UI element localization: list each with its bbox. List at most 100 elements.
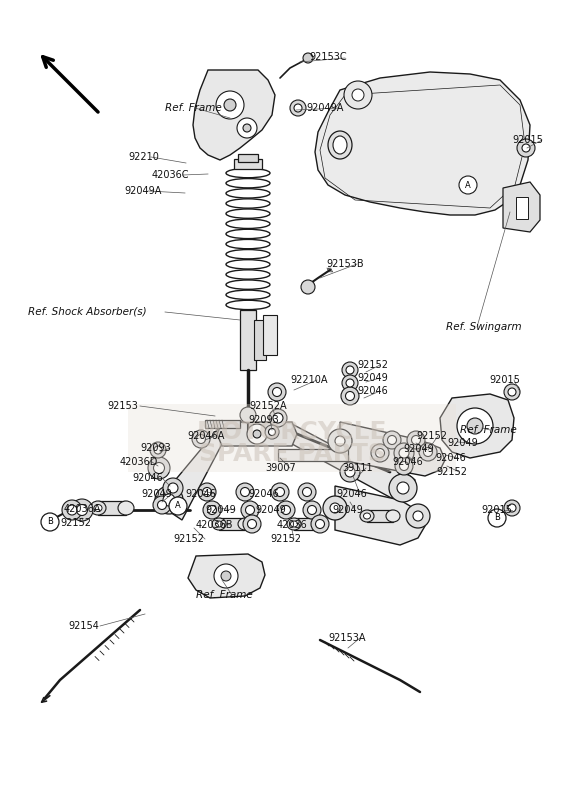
Text: 92049: 92049: [205, 505, 236, 515]
Bar: [219, 518, 245, 530]
Circle shape: [154, 462, 165, 474]
Bar: [128, 404, 456, 472]
Circle shape: [271, 483, 289, 501]
Circle shape: [237, 118, 257, 138]
Text: Ref. Shock Absorber(s): Ref. Shock Absorber(s): [28, 307, 147, 317]
Text: 92152: 92152: [270, 534, 301, 544]
Circle shape: [517, 139, 535, 157]
Circle shape: [303, 487, 311, 497]
Ellipse shape: [118, 501, 134, 515]
Text: Ref. Frame: Ref. Frame: [196, 590, 253, 600]
Circle shape: [163, 478, 183, 498]
Circle shape: [62, 500, 82, 520]
Circle shape: [383, 431, 401, 449]
Text: 92154: 92154: [68, 621, 99, 631]
Circle shape: [311, 515, 329, 533]
Bar: [278, 449, 348, 461]
Text: 92153B: 92153B: [326, 259, 364, 269]
Circle shape: [315, 519, 325, 529]
Text: 92152: 92152: [416, 431, 447, 441]
Text: 92152: 92152: [60, 518, 91, 528]
Circle shape: [389, 474, 417, 502]
Circle shape: [508, 504, 516, 512]
Text: 92046: 92046: [435, 453, 466, 463]
Text: 92210A: 92210A: [290, 375, 328, 385]
Text: 39007: 39007: [265, 463, 296, 473]
Ellipse shape: [90, 501, 106, 515]
Circle shape: [376, 449, 384, 458]
Circle shape: [467, 418, 483, 434]
Bar: [204, 420, 239, 428]
Text: 92210: 92210: [128, 152, 159, 162]
Circle shape: [273, 387, 281, 397]
Text: 92049: 92049: [255, 505, 286, 515]
Text: 92046: 92046: [357, 386, 388, 396]
Bar: [367, 510, 393, 522]
Polygon shape: [315, 72, 530, 215]
Circle shape: [247, 424, 267, 444]
Circle shape: [71, 499, 93, 521]
Bar: [516, 197, 528, 219]
Bar: [238, 154, 258, 162]
Circle shape: [281, 506, 290, 514]
Circle shape: [169, 497, 187, 515]
Circle shape: [158, 501, 166, 510]
Circle shape: [153, 496, 171, 514]
Circle shape: [243, 124, 251, 132]
Circle shape: [330, 503, 340, 513]
Circle shape: [221, 571, 231, 581]
Circle shape: [154, 446, 162, 454]
Circle shape: [236, 483, 254, 501]
Polygon shape: [217, 422, 297, 446]
Text: 92153A: 92153A: [328, 633, 366, 643]
Circle shape: [207, 506, 217, 514]
Circle shape: [346, 391, 354, 401]
Circle shape: [423, 447, 433, 457]
Circle shape: [216, 91, 244, 119]
Ellipse shape: [333, 136, 347, 154]
Circle shape: [196, 434, 206, 443]
Text: 92049: 92049: [447, 438, 478, 448]
Text: A: A: [465, 181, 471, 190]
Text: A: A: [175, 502, 181, 510]
Circle shape: [269, 409, 287, 427]
Text: 42036: 42036: [277, 520, 308, 530]
Circle shape: [277, 501, 295, 519]
Circle shape: [148, 457, 170, 479]
Text: 92046A: 92046A: [187, 431, 224, 441]
Text: 92049: 92049: [403, 444, 434, 454]
Circle shape: [406, 504, 430, 528]
Text: 42036A: 42036A: [64, 504, 102, 514]
Polygon shape: [503, 182, 540, 232]
Circle shape: [388, 435, 397, 445]
Text: 92049A: 92049A: [124, 186, 161, 196]
Circle shape: [240, 407, 256, 423]
Polygon shape: [292, 424, 415, 500]
Polygon shape: [188, 554, 265, 598]
Circle shape: [346, 379, 354, 387]
Ellipse shape: [94, 505, 102, 511]
Circle shape: [412, 435, 420, 445]
Circle shape: [344, 81, 372, 109]
Circle shape: [77, 505, 88, 515]
Circle shape: [265, 425, 279, 439]
Polygon shape: [335, 486, 425, 545]
Circle shape: [245, 506, 255, 514]
Text: 92049: 92049: [141, 489, 172, 499]
Text: 92046: 92046: [336, 489, 367, 499]
Text: 92152: 92152: [173, 534, 204, 544]
Circle shape: [253, 430, 261, 438]
Circle shape: [342, 362, 358, 378]
Circle shape: [41, 513, 59, 531]
Ellipse shape: [290, 521, 297, 527]
Circle shape: [397, 482, 409, 494]
Bar: [294, 518, 320, 530]
Circle shape: [303, 53, 313, 63]
Polygon shape: [340, 422, 445, 476]
Circle shape: [163, 494, 175, 506]
Text: Ref. Frame: Ref. Frame: [460, 425, 517, 435]
Text: 92046: 92046: [248, 489, 279, 499]
Circle shape: [395, 457, 413, 475]
Text: 92015: 92015: [489, 375, 520, 385]
Circle shape: [303, 501, 321, 519]
